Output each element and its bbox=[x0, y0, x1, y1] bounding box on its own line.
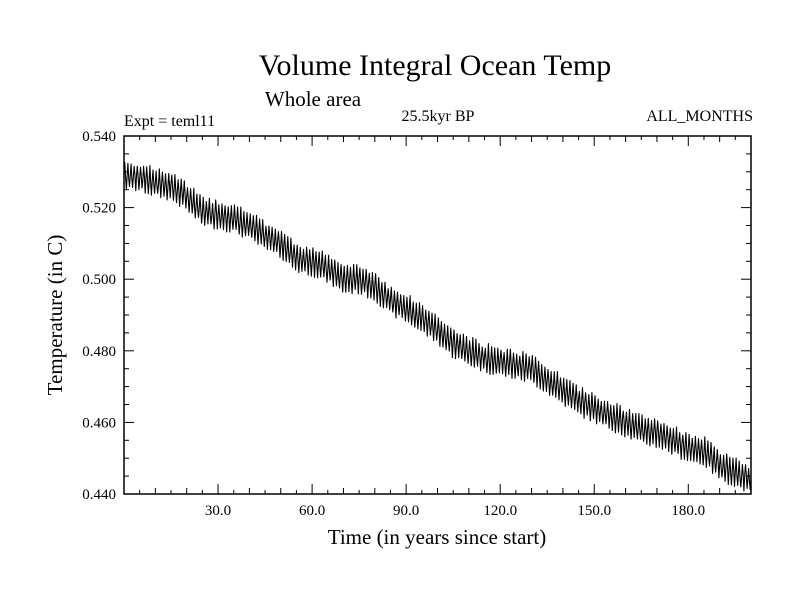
y-tick-label: 0.480 bbox=[82, 344, 116, 360]
x-tick-label: 150.0 bbox=[577, 503, 611, 519]
x-tick-label: 60.0 bbox=[299, 503, 325, 519]
y-tick-label: 0.520 bbox=[82, 201, 116, 217]
y-tick-label: 0.540 bbox=[82, 129, 116, 145]
chart-title: Volume Integral Ocean Temp bbox=[259, 49, 612, 82]
y-tick-label: 0.440 bbox=[82, 487, 116, 503]
y-axis-label: Temperature (in C) bbox=[43, 235, 67, 396]
temperature-series-line bbox=[123, 162, 752, 492]
y-axis-ticks: 0.440 0.460 0.480 0.500 0.520 0.540 bbox=[82, 129, 751, 503]
x-axis-label: Time (in years since start) bbox=[328, 525, 547, 549]
x-axis-ticks: 30.0 60.0 90.0 120.0 150.0 180.0 bbox=[139, 136, 736, 519]
x-tick-label: 180.0 bbox=[671, 503, 705, 519]
chart-subtitle: Whole area bbox=[265, 87, 362, 111]
y-tick-label: 0.460 bbox=[82, 415, 116, 431]
experiment-label: Expt = teml11 bbox=[124, 113, 215, 130]
y-tick-label: 0.500 bbox=[82, 272, 116, 288]
x-tick-label: 30.0 bbox=[205, 503, 231, 519]
months-label: ALL_MONTHS bbox=[646, 108, 753, 125]
x-tick-label: 90.0 bbox=[393, 503, 419, 519]
period-label: 25.5kyr BP bbox=[402, 108, 475, 125]
x-tick-label: 120.0 bbox=[483, 503, 517, 519]
